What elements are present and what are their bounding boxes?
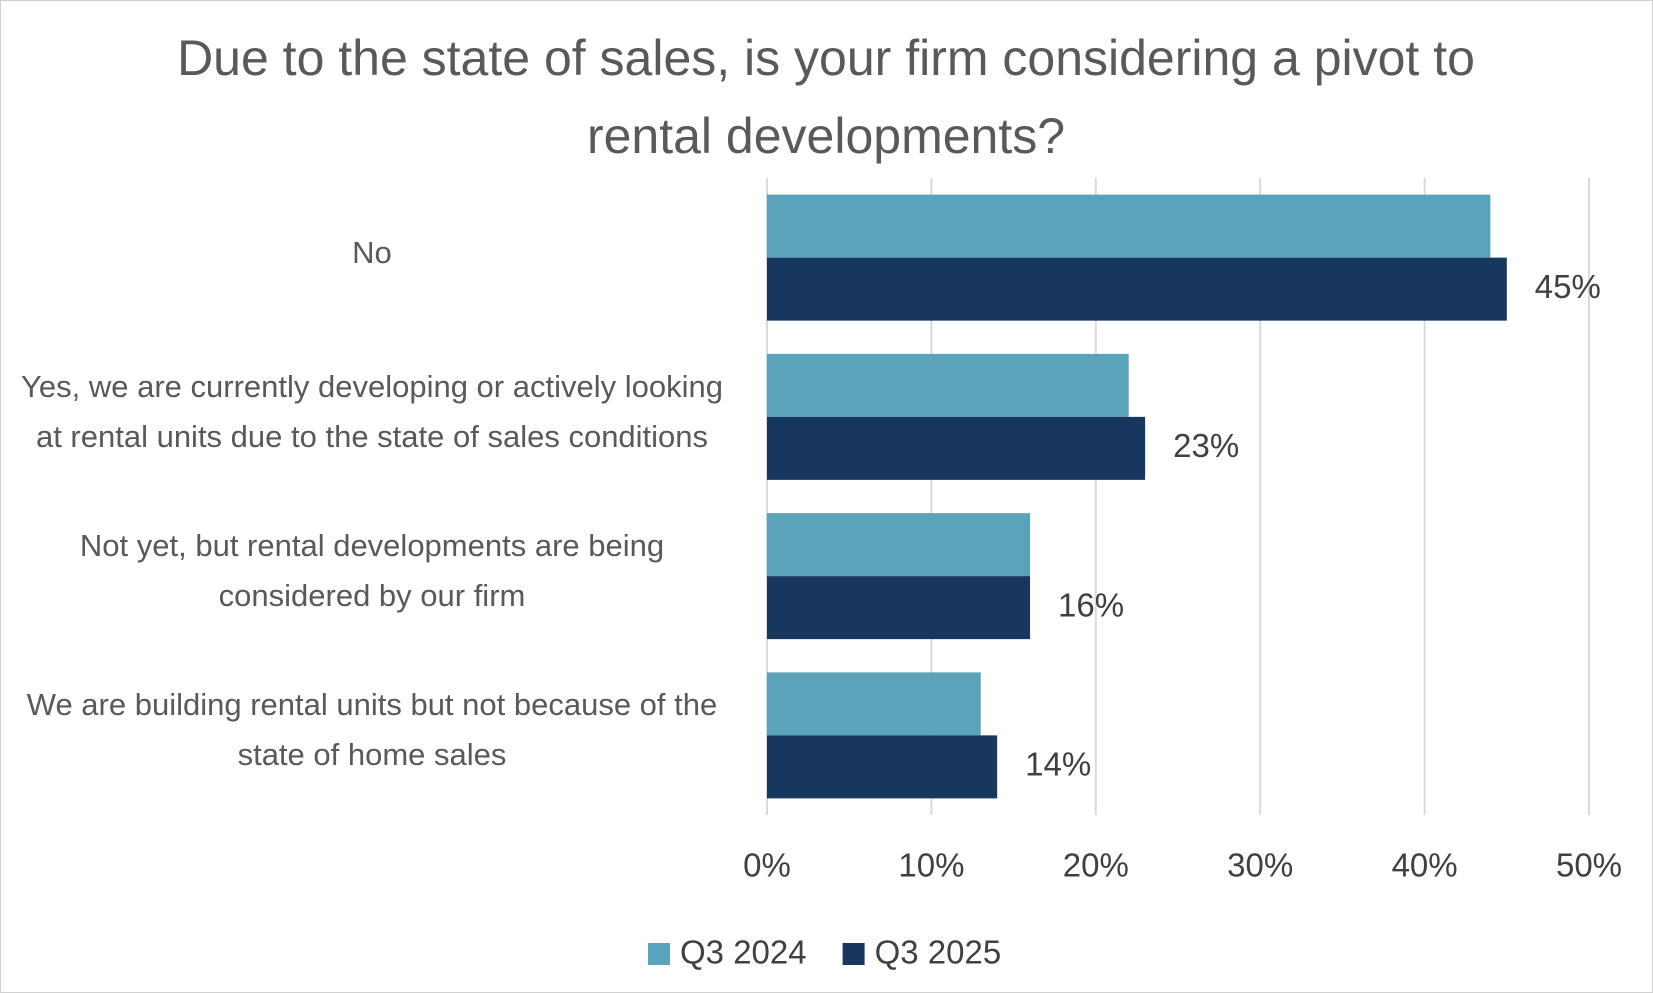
- bar: [767, 576, 1031, 640]
- legend-label: Q3 2024: [680, 934, 807, 971]
- bar: [767, 513, 1031, 577]
- bar: [767, 735, 998, 799]
- legend-label: Q3 2025: [875, 934, 1002, 971]
- x-tick-label: 10%: [898, 847, 964, 884]
- chart-title: Due to the state of sales, is your firm …: [177, 30, 1475, 164]
- data-label: 23%: [1173, 427, 1239, 464]
- y-tick-label: Not yet, but rental developments are bei…: [79, 528, 665, 614]
- bar: [767, 353, 1129, 417]
- y-tick-label: We are building rental units but not bec…: [26, 687, 718, 773]
- bar: [767, 416, 1146, 480]
- x-tick-label: 0%: [743, 847, 791, 884]
- x-tick-label: 50%: [1556, 847, 1622, 884]
- x-tick-label: 40%: [1392, 847, 1458, 884]
- x-tick-label: 20%: [1063, 847, 1129, 884]
- y-tick-label: Yes, we are currently developing or acti…: [21, 368, 723, 454]
- bar: [767, 194, 1491, 258]
- data-label: 14%: [1025, 746, 1091, 783]
- data-label: 45%: [1535, 268, 1601, 305]
- data-label: 16%: [1058, 586, 1124, 623]
- bar: [767, 257, 1507, 321]
- bar: [767, 672, 981, 736]
- x-tick-label: 30%: [1227, 847, 1293, 884]
- legend-swatch: [648, 943, 670, 965]
- legend-swatch: [842, 943, 865, 965]
- y-tick-label: No: [352, 234, 392, 270]
